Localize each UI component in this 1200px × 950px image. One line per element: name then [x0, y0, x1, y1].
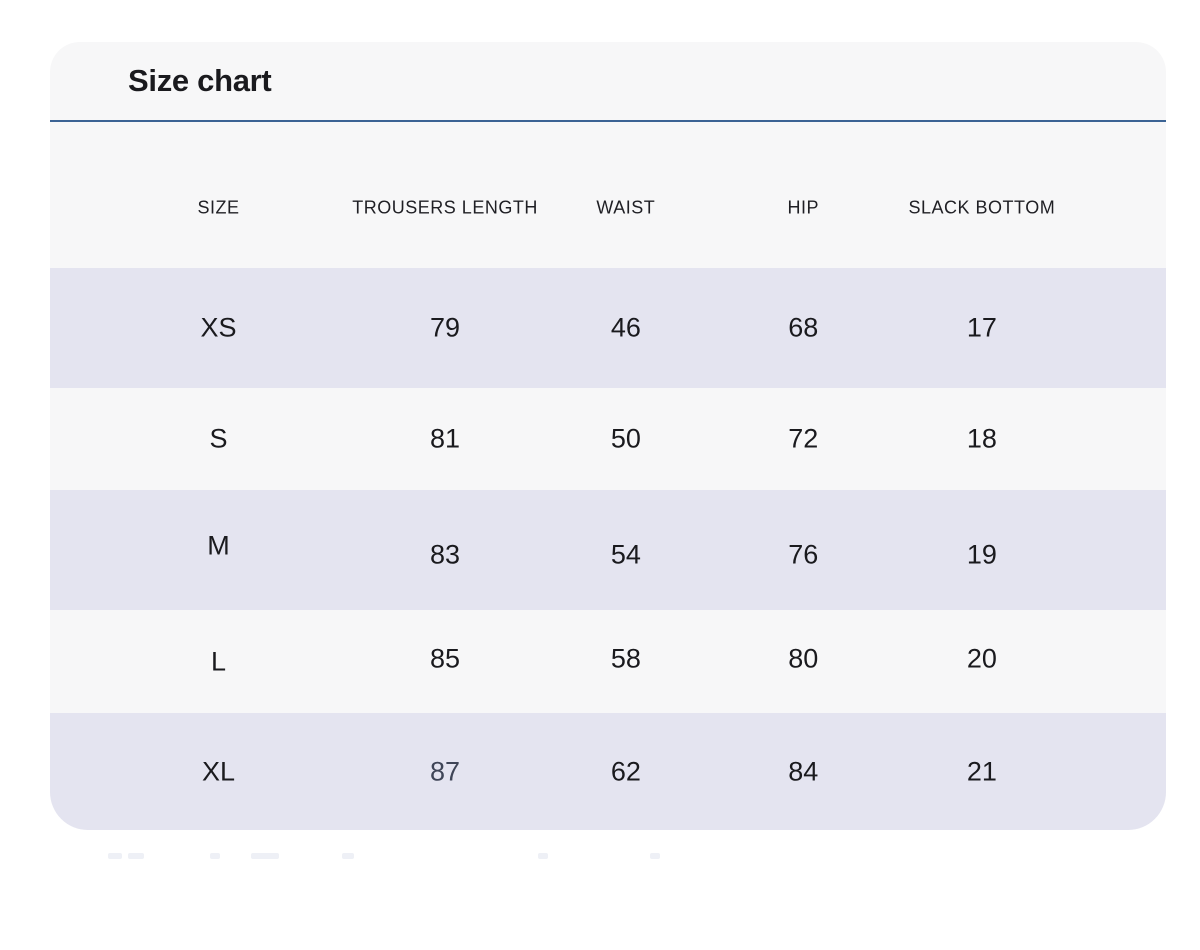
waist-cell: 54 — [610, 539, 641, 570]
hip-cell: 68 — [788, 312, 819, 343]
table-row-s: S 81 50 72 18 — [50, 388, 1166, 490]
slack-bottom-cell: 20 — [966, 643, 997, 673]
trousers-length-cell: 85 — [430, 643, 461, 673]
hip-cell: 84 — [788, 756, 819, 786]
column-header-size: SIZE — [197, 197, 240, 218]
hip-cell: 72 — [788, 423, 819, 454]
waist-cell: 46 — [610, 312, 641, 343]
trousers-length-cell: 87 — [430, 756, 461, 786]
trousers-length-cell: 79 — [430, 312, 461, 343]
table-row-xs: XS 79 46 68 17 — [50, 268, 1166, 388]
column-header-trousers-length: TROUSERS LENGTH — [352, 197, 538, 218]
slack-bottom-cell: 21 — [966, 756, 997, 786]
waist-cell: 62 — [610, 756, 641, 786]
size-cell: XL — [202, 756, 236, 786]
size-cell: S — [209, 423, 228, 454]
slack-bottom-cell: 17 — [966, 312, 997, 343]
column-header-waist: WAIST — [596, 197, 656, 218]
trousers-length-cell: 81 — [430, 423, 461, 454]
waist-cell: 50 — [610, 423, 641, 454]
size-cell: M — [207, 530, 230, 561]
slack-bottom-cell: 18 — [966, 423, 997, 454]
table-row-l: L 85 58 80 20 — [50, 610, 1166, 713]
size-cell: L — [211, 646, 227, 676]
table-row-m: M 83 54 76 19 — [50, 490, 1166, 610]
hip-cell: 76 — [788, 539, 819, 570]
size-chart-title: Size chart — [128, 63, 272, 98]
waist-cell: 58 — [610, 643, 641, 673]
table-header-row: SIZE TROUSERS LENGTH WAIST HIP SLACK BOT… — [50, 122, 1166, 268]
hip-cell: 80 — [788, 643, 819, 673]
table-row-xl: XL 87 62 84 21 — [50, 713, 1166, 830]
faint-dash-marks — [0, 853, 1200, 861]
trousers-length-cell: 83 — [430, 539, 461, 570]
slack-bottom-cell: 19 — [966, 539, 997, 570]
column-header-slack-bottom: SLACK BOTTOM — [908, 197, 1056, 218]
size-cell: XS — [200, 312, 237, 343]
size-chart-card: Size chart SIZE TROUSERS LENGTH WAIST HI… — [50, 42, 1166, 830]
size-chart-header: Size chart — [50, 42, 1166, 122]
column-header-hip: HIP — [787, 197, 820, 218]
